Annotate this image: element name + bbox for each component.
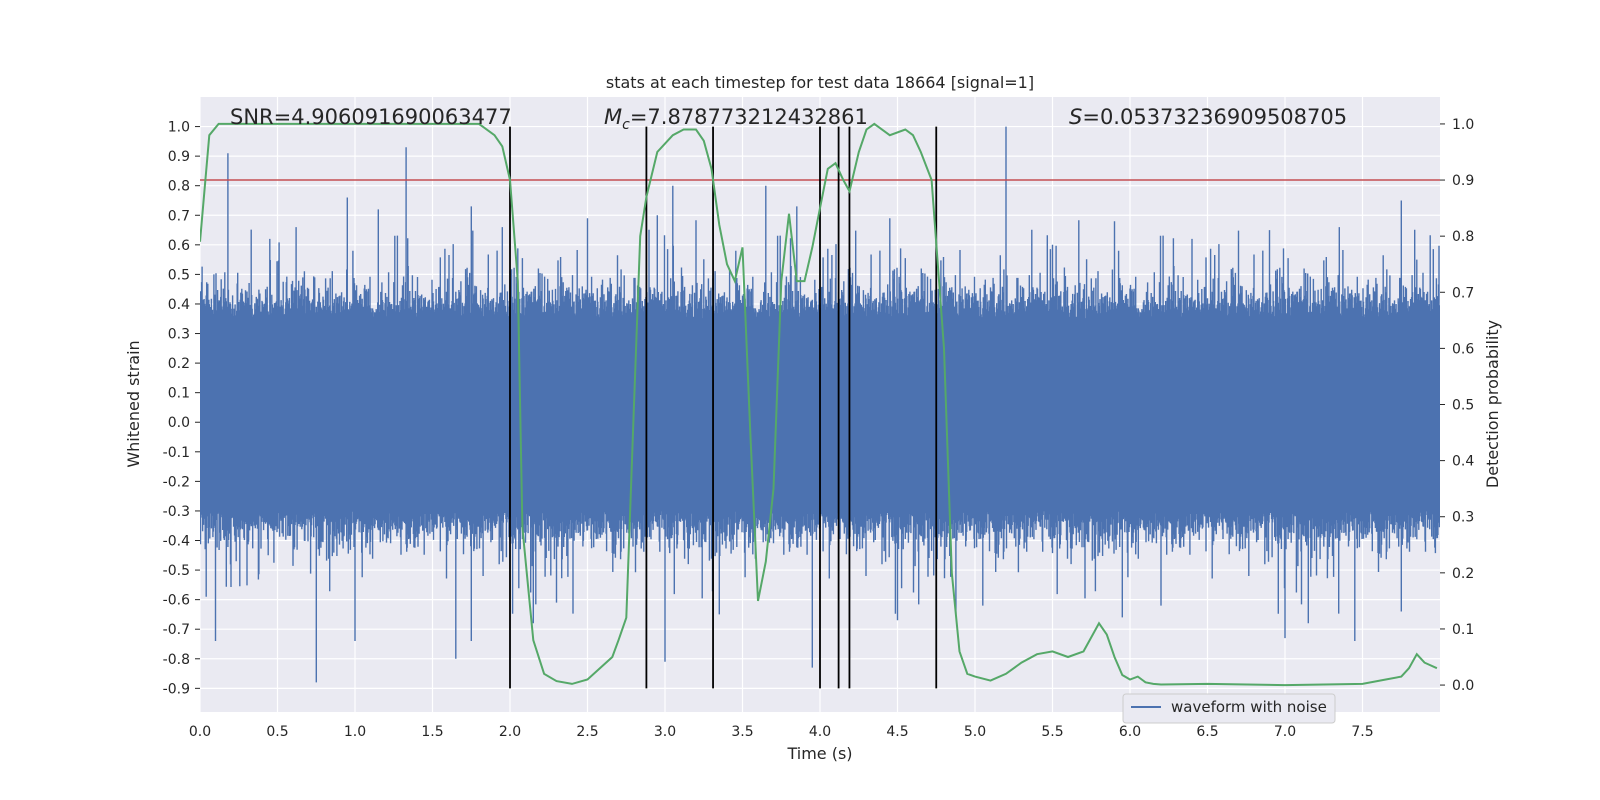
y2-tick-label: 0.2 [1452, 566, 1474, 582]
s-annotation: S=0.05373236909508705 [1069, 105, 1347, 129]
x-tick-label: 1.5 [421, 724, 443, 740]
y-tick-label: 0.8 [168, 179, 190, 195]
x-tick-label: 2.5 [576, 724, 598, 740]
y-tick-label: 1.0 [168, 120, 190, 136]
legend: waveform with noise [1122, 693, 1336, 724]
x-axis-label: Time (s) [786, 744, 852, 763]
y-tick-label: 0.6 [168, 238, 190, 254]
x-tick-label: 6.5 [1196, 724, 1218, 740]
s-annotation-value: =0.05373236909508705 [1082, 105, 1347, 129]
x-tick-label: 0.5 [266, 724, 288, 740]
x-tick-label: 6.0 [1119, 724, 1141, 740]
detection-probability-line [200, 122, 1438, 687]
y-tick-label: -0.5 [163, 563, 190, 579]
y2-tick-label: 0.0 [1452, 678, 1474, 694]
y-tick-label: 0.4 [168, 297, 190, 313]
overlay-lines [200, 122, 1440, 689]
y-tick-label: -0.4 [163, 534, 190, 550]
x-tick-label: 7.5 [1351, 724, 1373, 740]
y2-tick-label: 0.1 [1452, 622, 1474, 638]
x-tick-label: 0.0 [189, 724, 211, 740]
x-tick-label: 3.0 [654, 724, 676, 740]
y-tick-label: -0.3 [163, 504, 190, 520]
y-tick-label: 0.1 [168, 386, 190, 402]
y-tick-label: 0.7 [168, 208, 190, 224]
x-tick-label: 5.0 [964, 724, 986, 740]
x-tick-label: 1.0 [344, 724, 366, 740]
x-tick-label: 2.0 [499, 724, 521, 740]
x-tick-label: 7.0 [1274, 724, 1296, 740]
y2-tick-label: 0.7 [1452, 285, 1474, 301]
y-tick-label: 0.0 [168, 415, 190, 431]
legend-box [1122, 693, 1336, 724]
x-tick-label: 4.5 [886, 724, 908, 740]
waveform-trace [200, 126, 1440, 683]
y-tick-label: 0.9 [168, 149, 190, 165]
y2-tick-label: 0.4 [1452, 454, 1474, 470]
y-tick-label: -0.2 [163, 474, 190, 490]
y-tick-label: -0.9 [163, 681, 190, 697]
y2-tick-label: 1.0 [1452, 117, 1474, 133]
y-tick-label: -0.7 [163, 622, 190, 638]
waveform-series [200, 126, 1440, 683]
y-tick-label: 0.5 [168, 267, 190, 283]
y-tick-label: 0.2 [168, 356, 190, 372]
y-tick-label: -0.1 [163, 445, 190, 461]
ticks: 0.0 0.5 1.0 1.5 2.0 2.5 3.0 3.5 4.0 4.5 5.0 5.5 6.0 6… [163, 117, 1475, 740]
y2-tick-label: 0.6 [1452, 341, 1474, 357]
x-tick-label: 3.5 [731, 724, 753, 740]
y-axis-label: Whitened strain [124, 340, 143, 467]
y-tick-label: 0.3 [168, 327, 190, 343]
snr-annotation: SNR=4.906091690063477 [230, 105, 512, 129]
y2-tick-label: 0.3 [1452, 510, 1474, 526]
x-tick-label: 5.5 [1041, 724, 1063, 740]
x-tick-label: 4.0 [809, 724, 831, 740]
legend-label: waveform with noise [1171, 698, 1327, 716]
y-tick-label: -0.8 [163, 652, 190, 668]
chart-title: stats at each timestep for test data 186… [606, 73, 1034, 92]
y2-tick-label: 0.8 [1452, 229, 1474, 245]
y-tick-label: -0.6 [163, 593, 190, 609]
y2-tick-label: 0.5 [1452, 398, 1474, 414]
y2-tick-label: 0.9 [1452, 173, 1474, 189]
mc-annotation: Mc=7.878773212432861 [604, 105, 868, 133]
y2-axis-label: Detection probability [1483, 320, 1502, 488]
mc-annotation-value: =7.878773212432861 [630, 105, 868, 129]
